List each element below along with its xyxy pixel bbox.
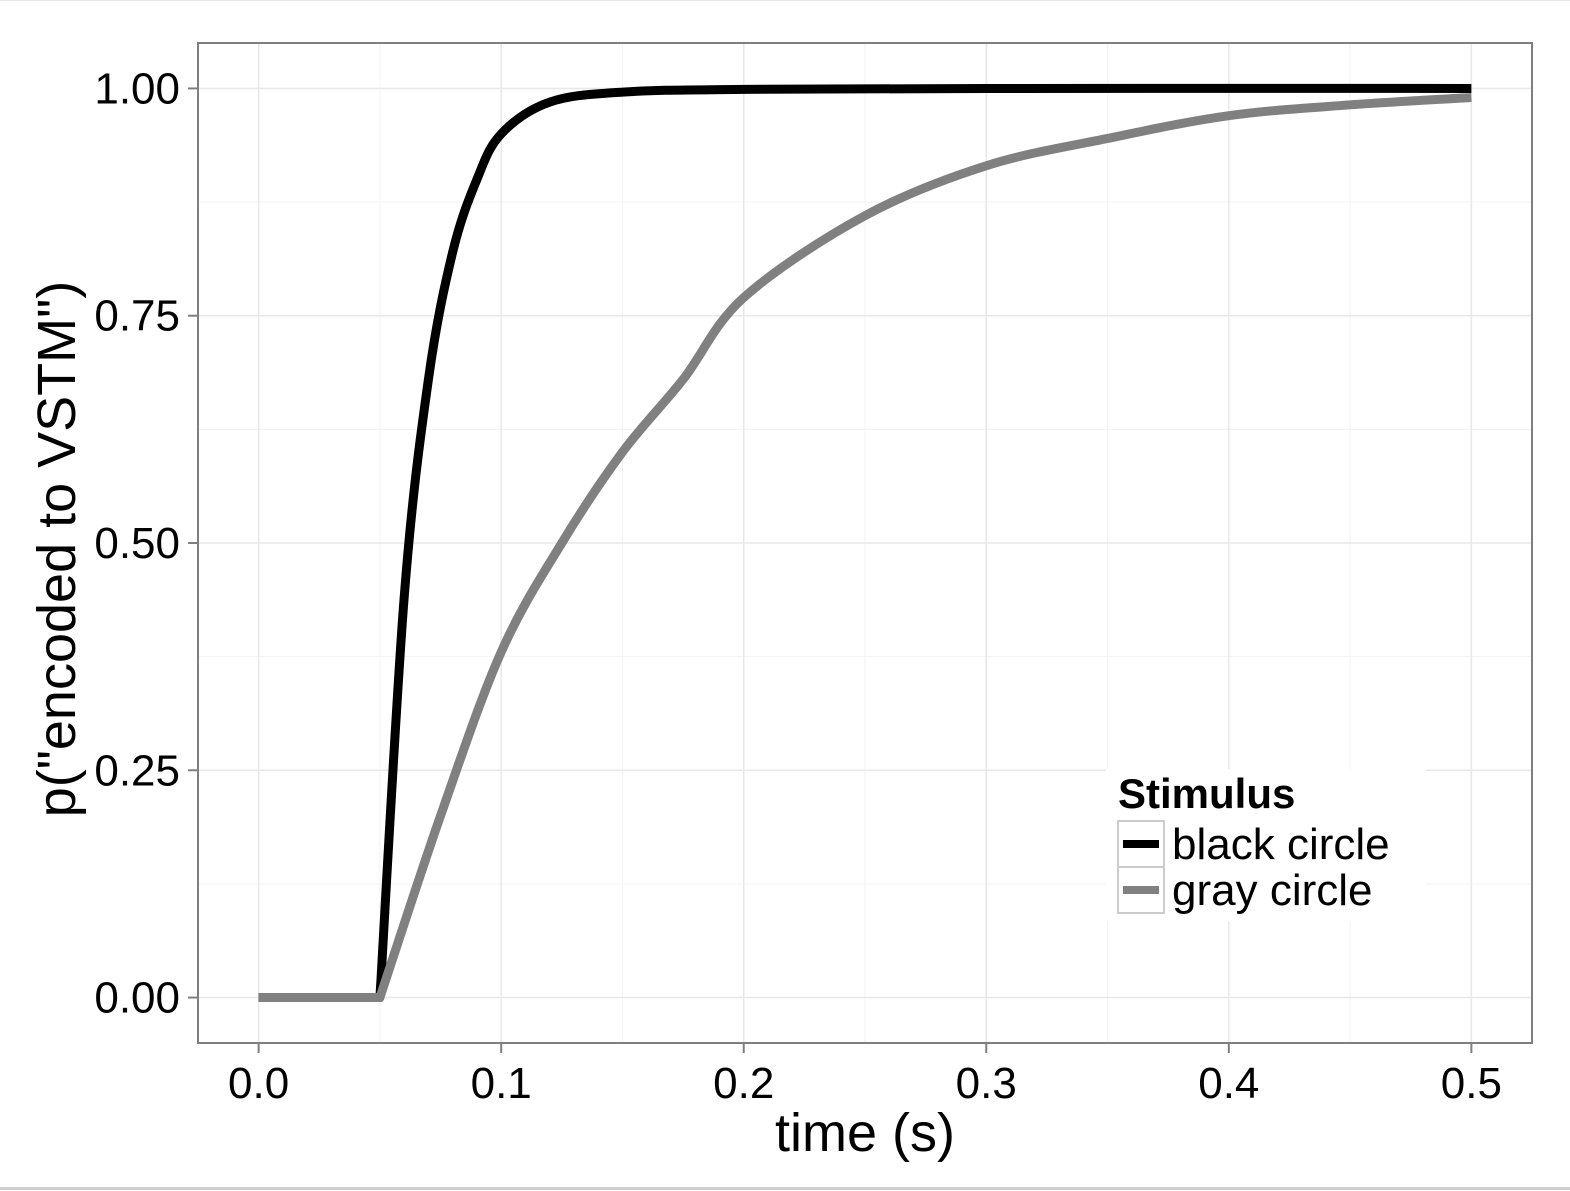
y-tick-label: 0.75 [94, 292, 180, 341]
y-tick-label: 0.25 [94, 746, 180, 795]
x-tick-label: 0.4 [1198, 1059, 1259, 1108]
x-tick-label: 0.0 [228, 1059, 289, 1108]
x-axis: 0.0 0.1 0.2 0.3 0.4 0.5 [228, 1043, 1502, 1108]
x-axis-title: time (s) [775, 1103, 955, 1163]
legend-label: black circle [1172, 820, 1390, 869]
y-axis: 0.00 0.25 0.50 0.75 1.00 [94, 64, 198, 1023]
series-line-gray-circle [258, 93, 1472, 1003]
legend-label: gray circle [1172, 866, 1373, 915]
series-lines [258, 83, 1472, 1003]
legend-title: Stimulus [1118, 770, 1295, 817]
x-tick-label: 0.2 [713, 1059, 774, 1108]
y-tick-label: 1.00 [94, 64, 180, 113]
x-tick-label: 0.1 [471, 1059, 532, 1108]
y-tick-label: 0.50 [94, 519, 180, 568]
y-tick-label: 0.00 [94, 974, 180, 1023]
series-line-black-circle [258, 83, 1472, 1003]
x-tick-label: 0.3 [956, 1059, 1017, 1108]
y-axis-title: p("encoded to VSTM") [27, 281, 87, 818]
x-tick-label: 0.5 [1441, 1059, 1502, 1108]
